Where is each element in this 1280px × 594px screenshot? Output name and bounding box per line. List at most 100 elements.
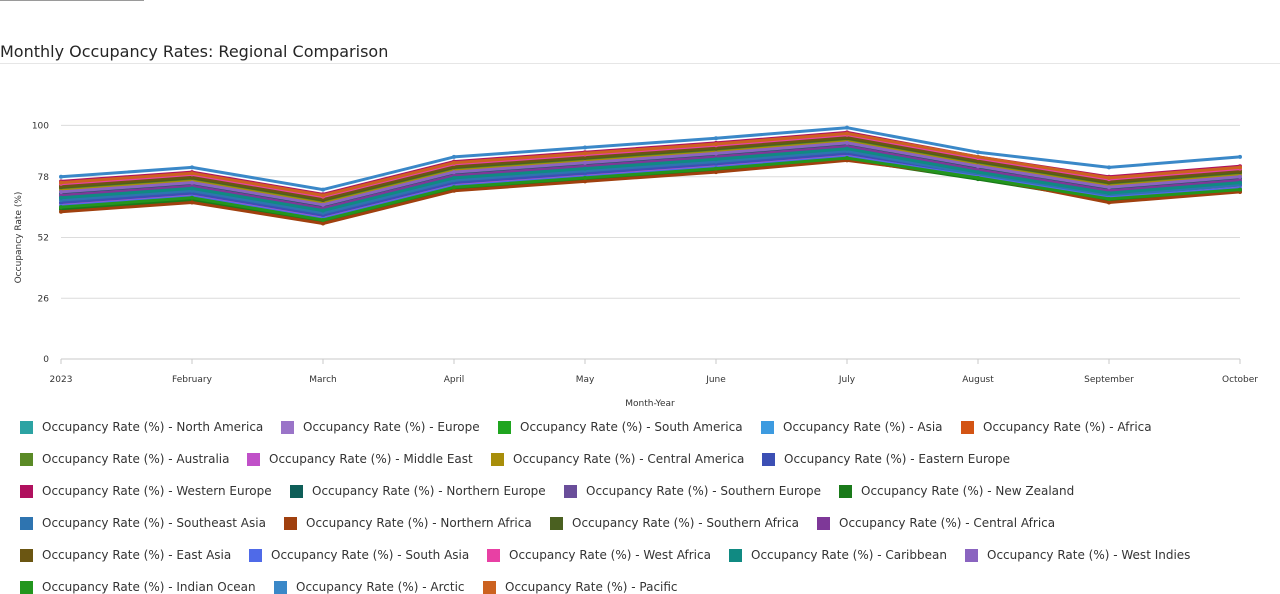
legend-swatch: [20, 420, 33, 434]
legend-item[interactable]: Occupancy Rate (%) - Arctic: [274, 580, 465, 594]
data-point: [714, 151, 718, 156]
legend-item[interactable]: Occupancy Rate (%) - Western Europe: [20, 484, 272, 498]
data-point: [583, 179, 587, 184]
legend-item[interactable]: Occupancy Rate (%) - West Africa: [487, 548, 711, 562]
legend-swatch: [20, 548, 33, 562]
legend-item[interactable]: Occupancy Rate (%) - Central Africa: [817, 516, 1055, 530]
legend-swatch: [247, 452, 260, 466]
data-point: [1238, 187, 1242, 192]
legend-swatch: [284, 516, 297, 530]
legend-item[interactable]: Occupancy Rate (%) - Pacific: [483, 580, 678, 594]
legend-swatch: [20, 516, 33, 530]
legend-item[interactable]: Occupancy Rate (%) - Caribbean: [729, 548, 947, 562]
legend-item[interactable]: Occupancy Rate (%) - Eastern Europe: [762, 452, 1010, 466]
legend-item[interactable]: Occupancy Rate (%) - West Indies: [965, 548, 1190, 562]
data-point: [59, 209, 63, 214]
legend-item[interactable]: Occupancy Rate (%) - Northern Europe: [290, 484, 546, 498]
legend-label: Occupancy Rate (%) - Indian Ocean: [42, 580, 256, 594]
legend-label: Occupancy Rate (%) - Central Africa: [839, 516, 1056, 530]
x-tick-label: June: [705, 375, 726, 385]
legend-swatch: [498, 420, 511, 434]
legend-item[interactable]: Occupancy Rate (%) - Africa: [961, 420, 1152, 434]
legend-label: Occupancy Rate (%) - Central America: [513, 452, 745, 466]
series-line-18: [59, 135, 1242, 201]
legend-label: Occupancy Rate (%) - Pacific: [505, 580, 678, 594]
x-tick-label: February: [172, 375, 213, 385]
data-point: [1107, 200, 1111, 205]
legend-label: Occupancy Rate (%) - Africa: [983, 420, 1152, 434]
legend-label: Occupancy Rate (%) - North America: [42, 420, 264, 434]
data-point: [1107, 191, 1111, 196]
data-point: [190, 171, 194, 176]
data-point: [1238, 165, 1242, 170]
legend-label: Occupancy Rate (%) - Middle East: [269, 452, 473, 466]
data-point: [452, 188, 456, 193]
legend-swatch: [564, 484, 577, 498]
title-divider: [0, 63, 1280, 64]
data-point: [452, 170, 456, 175]
legend-swatch: [550, 516, 563, 530]
legend-item[interactable]: Occupancy Rate (%) - Europe: [281, 420, 480, 434]
legend-swatch: [249, 548, 262, 562]
legend-label: Occupancy Rate (%) - New Zealand: [861, 484, 1075, 498]
data-point: [714, 157, 718, 162]
legend-label: Occupancy Rate (%) - West Africa: [509, 548, 711, 562]
legend-item[interactable]: Occupancy Rate (%) - New Zealand: [839, 484, 1074, 498]
data-point: [321, 202, 325, 207]
data-point: [1238, 174, 1242, 179]
legend-swatch: [762, 452, 775, 466]
legend-swatch: [761, 420, 774, 434]
data-point: [452, 154, 456, 159]
data-point: [190, 195, 194, 200]
data-point: [976, 164, 980, 169]
data-point: [714, 142, 718, 147]
legend-label: Occupancy Rate (%) - South Asia: [271, 548, 470, 562]
legend-label: Occupancy Rate (%) - Arctic: [296, 580, 465, 594]
legend-swatch: [20, 484, 33, 498]
data-point: [1238, 180, 1242, 185]
y-tick-label: 0: [43, 355, 49, 365]
legend-item[interactable]: Occupancy Rate (%) - Southeast Asia: [20, 516, 266, 530]
x-tick-label: July: [838, 375, 856, 385]
legend-swatch: [274, 580, 287, 594]
data-point: [321, 187, 325, 192]
x-tick-label: March: [309, 375, 336, 385]
legend-item[interactable]: Occupancy Rate (%) - East Asia: [20, 548, 231, 562]
data-point: [583, 151, 587, 156]
legend-item[interactable]: Occupancy Rate (%) - South America: [498, 420, 743, 434]
legend-item[interactable]: Occupancy Rate (%) - Indian Ocean: [20, 580, 256, 594]
x-tick-label: August: [962, 375, 994, 385]
legend-label: Occupancy Rate (%) - Australia: [42, 452, 230, 466]
legend-label: Occupancy Rate (%) - Southern Africa: [572, 516, 800, 530]
legend-item[interactable]: Occupancy Rate (%) - Australia: [20, 452, 229, 466]
legend-item[interactable]: Occupancy Rate (%) - Southern Europe: [564, 484, 821, 498]
data-point: [583, 145, 587, 150]
legend-label: Occupancy Rate (%) - South America: [520, 420, 743, 434]
legend-swatch: [839, 484, 852, 498]
data-point: [321, 221, 325, 226]
data-point: [976, 170, 980, 175]
legend-item[interactable]: Occupancy Rate (%) - South Asia: [249, 548, 469, 562]
legend-item[interactable]: Occupancy Rate (%) - North America: [20, 420, 263, 434]
data-point: [452, 160, 456, 165]
legend-item[interactable]: Occupancy Rate (%) - Middle East: [247, 452, 473, 466]
legend-item[interactable]: Occupancy Rate (%) - Central America: [491, 452, 744, 466]
series-line-14: [59, 149, 1242, 215]
data-point: [321, 217, 325, 222]
legend-label: Occupancy Rate (%) - Western Europe: [42, 484, 272, 498]
data-point: [321, 193, 325, 198]
y-tick-label: 26: [38, 294, 50, 304]
x-axis-title: Month-Year: [625, 399, 675, 409]
legend-label: Occupancy Rate (%) - Caribbean: [751, 548, 947, 562]
legend-item[interactable]: Occupancy Rate (%) - Northern Africa: [284, 516, 532, 530]
data-point: [190, 186, 194, 191]
legend-swatch: [487, 548, 500, 562]
legend-item[interactable]: Occupancy Rate (%) - Southern Africa: [550, 516, 799, 530]
legend-swatch: [290, 484, 303, 498]
y-tick-label: 100: [32, 121, 49, 131]
legend-item[interactable]: Occupancy Rate (%) - Asia: [761, 420, 943, 434]
data-point: [59, 174, 63, 179]
series-lines: [59, 125, 1242, 226]
data-point: [59, 195, 63, 200]
data-point: [1107, 185, 1111, 190]
